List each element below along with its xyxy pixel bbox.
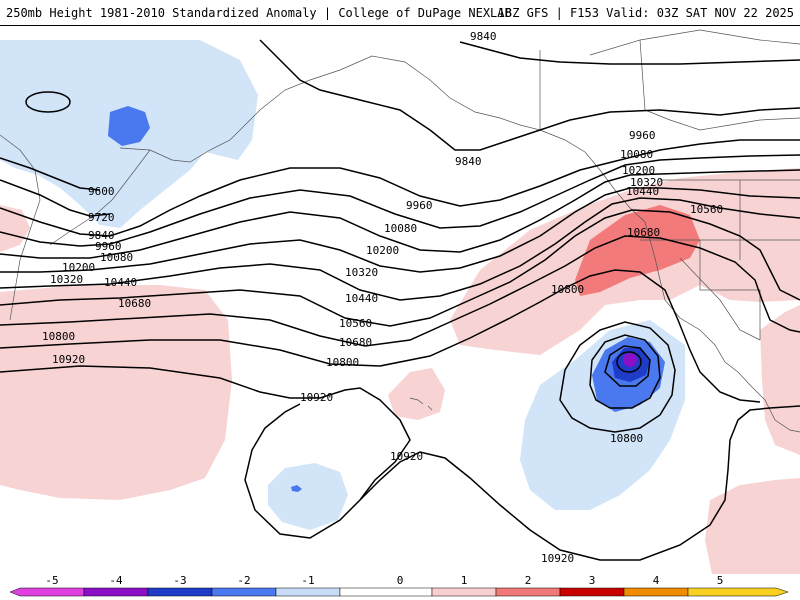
colorbar-swatch-n4 (83, 587, 149, 597)
positive-anomaly-southeast (705, 478, 800, 574)
contour-label: 10320 (345, 266, 378, 279)
contour-label: 10440 (345, 292, 378, 305)
positive-anomaly-east-coast (760, 305, 800, 455)
colorbar-tick: 0 (397, 574, 404, 587)
contour-label: 10920 (541, 552, 574, 565)
contour-label: 10080 (620, 148, 653, 161)
negative-anomaly-south-central-dot (291, 485, 302, 492)
contour-label: 9960 (406, 199, 433, 212)
colorbar-swatch-n3 (147, 587, 213, 597)
colorbar-tick: -5 (45, 574, 58, 587)
negative-anomaly-south-central (268, 463, 348, 530)
colorbar-tick: 1 (461, 574, 468, 587)
colorbar-swatch-p4 (623, 587, 689, 597)
contour-label: 9600 (88, 185, 115, 198)
colorbar-tick: 4 (653, 574, 660, 587)
contour-label: 10320 (50, 273, 83, 286)
negative-anomaly-cutoff-peak (623, 353, 637, 367)
contour-bering-low (25, 91, 71, 113)
positive-anomaly-ne-core (575, 205, 700, 296)
contour-label: 10920 (390, 450, 423, 463)
colorbar-swatch-n2 (211, 587, 277, 597)
contour-label: 10800 (610, 432, 643, 445)
contour-label: 9960 (95, 240, 122, 253)
colorbar-tick: 2 (525, 574, 532, 587)
contour-label: 9840 (88, 229, 115, 242)
colorbar-tick: -1 (301, 574, 314, 587)
colorbar-tick: -3 (173, 574, 186, 587)
contour-label: 10680 (339, 336, 372, 349)
contour-label: 9840 (455, 155, 482, 168)
positive-anomaly-south-west (0, 285, 232, 500)
colorbar-swatch-n5 (9, 587, 85, 597)
contour-label: 10440 (626, 185, 659, 198)
map-header: 250mb Height 1981-2010 Standardized Anom… (0, 0, 800, 26)
contour-label: 10200 (366, 244, 399, 257)
contour-label: 10680 (118, 297, 151, 310)
colorbar-swatch-p2 (495, 587, 561, 597)
anomaly-colorbar: -5 -4 -3 -2 -1 0 1 2 3 4 5 (9, 574, 789, 597)
colorbar-tick: -2 (237, 574, 250, 587)
contour-label: 9720 (88, 211, 115, 224)
contour-label: 10200 (62, 261, 95, 274)
contour-label: 10080 (384, 222, 417, 235)
map-title: 250mb Height 1981-2010 Standardized Anom… (6, 6, 512, 20)
colorbar-swatch-p1 (431, 587, 497, 597)
colorbar-swatch-n1 (275, 587, 341, 597)
contour-label: 10560 (690, 203, 723, 216)
contour-label: 10080 (100, 251, 133, 264)
colorbar-swatch-p5 (687, 587, 789, 597)
coastlines (0, 29, 800, 433)
contour-label: 9960 (629, 129, 656, 142)
colorbar-tick: 5 (717, 574, 724, 587)
contour-label: 10920 (300, 391, 333, 404)
negative-anomaly-bering-core (108, 106, 150, 146)
colorbar-swatch-p3 (559, 587, 625, 597)
contour-labels: 9840 9960 10080 10200 10320 10440 10560 … (42, 30, 723, 565)
positive-anomaly-west-pacific (0, 205, 30, 252)
positive-anomaly-hawaii (388, 368, 445, 420)
colorbar-tick: 3 (589, 574, 596, 587)
contour-label: 9840 (470, 30, 497, 43)
colorbar-ticks: -5 -4 -3 -2 -1 0 1 2 3 4 5 (45, 574, 723, 587)
contour-label: 10920 (52, 353, 85, 366)
contour-label: 10320 (630, 176, 663, 189)
contour-label: 10560 (339, 317, 372, 330)
contour-label: 10200 (622, 164, 655, 177)
contour-label: 10440 (104, 276, 137, 289)
contour-label: 10800 (326, 356, 359, 369)
colorbar-swatches (9, 587, 789, 597)
anomaly-map: 9840 9960 10080 10200 10320 10440 10560 … (0, 29, 800, 574)
contour-label: 10800 (42, 330, 75, 343)
contour-label: 10680 (627, 226, 660, 239)
height-contours (0, 39, 800, 561)
contour-label: 10800 (551, 283, 584, 296)
colorbar-tick: -4 (109, 574, 123, 587)
colorbar-swatch-zero (339, 587, 433, 597)
model-run-valid-time: 18Z GFS | F153 Valid: 03Z SAT NOV 22 202… (497, 6, 794, 20)
